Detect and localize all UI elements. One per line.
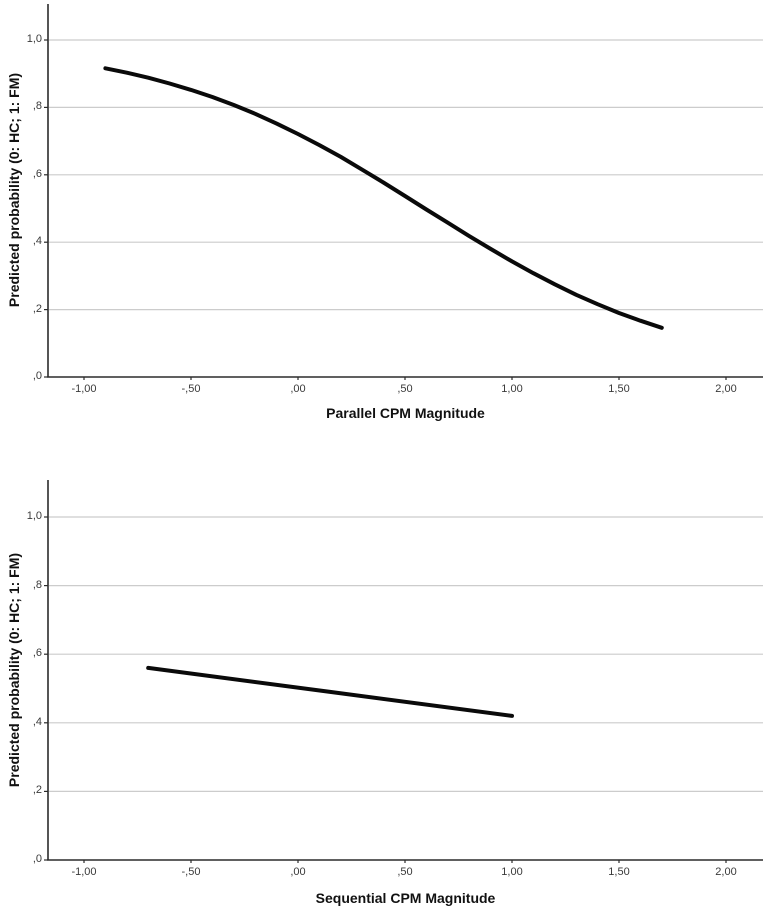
plot-area-parallel xyxy=(44,4,763,380)
y-tick-label: ,6 xyxy=(32,167,42,180)
y-tick-label: ,2 xyxy=(32,784,42,797)
x-tick-label: ,50 xyxy=(397,866,413,878)
x-tick-label: -,50 xyxy=(181,866,201,878)
y-tick-label: ,4 xyxy=(32,235,42,248)
y-tick-label: ,2 xyxy=(32,302,42,315)
x-axis-title: Sequential CPM Magnitude xyxy=(315,890,496,906)
y-tick-label: ,0 xyxy=(32,853,42,865)
chart-sequential-cpm: Predicted probability (0: HC; 1: FM) Seq… xyxy=(0,455,767,910)
x-tick-label: -,50 xyxy=(181,383,201,395)
chart-parallel-cpm: Predicted probability (0: HC; 1: FM) Par… xyxy=(6,4,763,421)
x-tick-label: 2,00 xyxy=(715,383,737,395)
x-tick-label: -1,00 xyxy=(71,383,97,395)
predicted-probability-line xyxy=(146,665,514,718)
predicted-probability-curve xyxy=(103,66,664,330)
y-tick-label: ,8 xyxy=(32,100,42,113)
plot-area-sequential xyxy=(44,480,763,863)
x-tick-label: -1,00 xyxy=(71,866,97,878)
y-tick-label: ,4 xyxy=(32,715,42,728)
x-tick-label: ,50 xyxy=(397,383,413,395)
y-tick-label: ,8 xyxy=(32,578,42,591)
x-tick-label: 1,00 xyxy=(501,866,523,878)
x-tick-label: ,00 xyxy=(290,866,306,878)
x-axis-title: Parallel CPM Magnitude xyxy=(326,405,485,421)
x-tick-label: 1,50 xyxy=(608,383,630,395)
x-tick-label: 1,00 xyxy=(501,383,523,395)
y-tick-label: ,0 xyxy=(32,370,42,382)
x-tick-label: 2,00 xyxy=(715,866,737,878)
y-tick-label: 1,0 xyxy=(26,33,42,45)
y-tick-label: 1,0 xyxy=(26,510,42,522)
x-tick-label: ,00 xyxy=(290,383,306,395)
y-tick-label: ,6 xyxy=(32,647,42,660)
x-tick-label: 1,50 xyxy=(608,866,630,878)
